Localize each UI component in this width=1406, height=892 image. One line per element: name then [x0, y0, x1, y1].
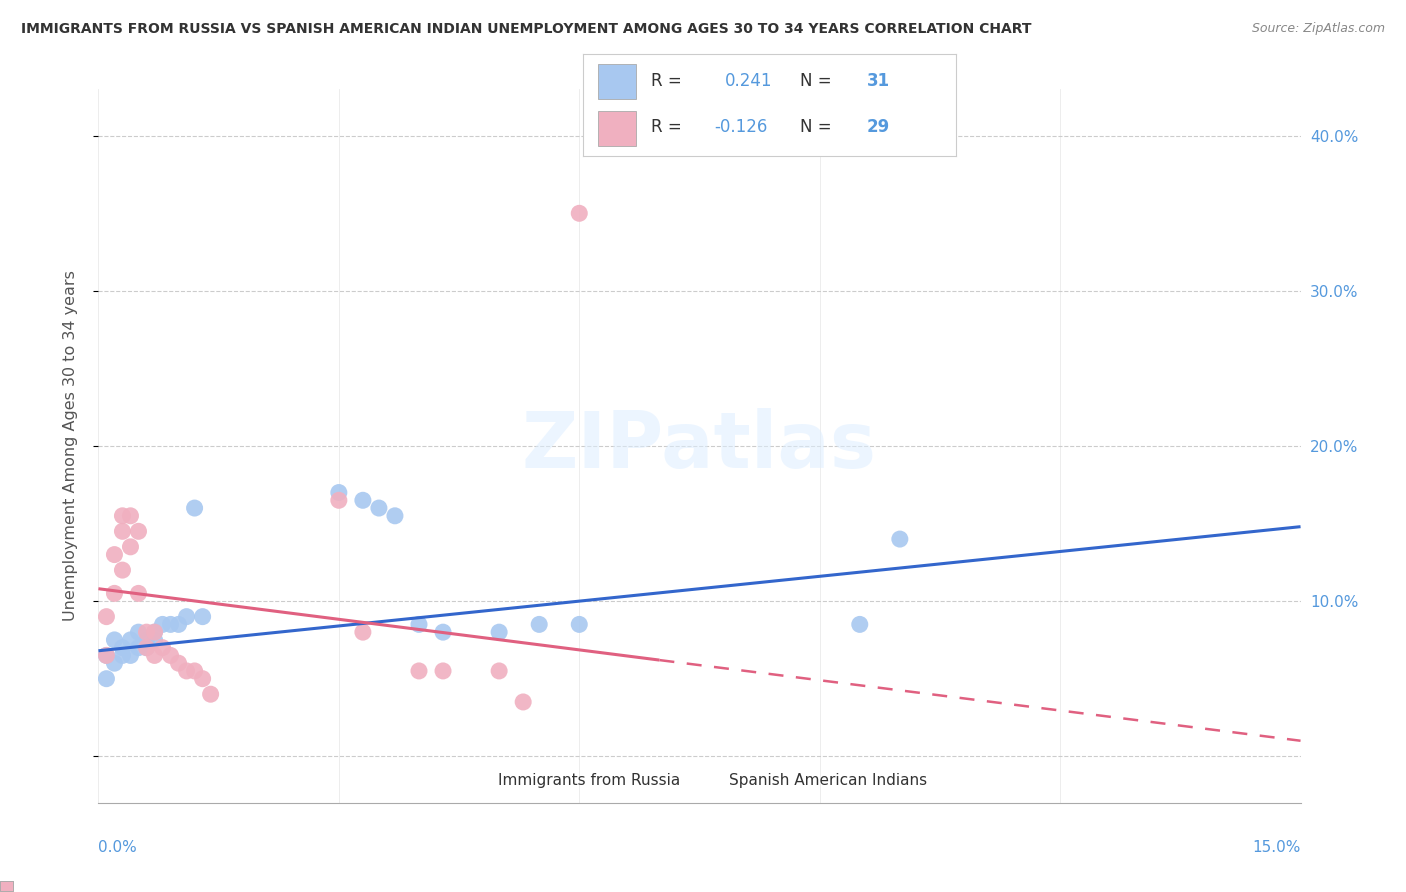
FancyBboxPatch shape: [599, 111, 636, 145]
Point: [568, 206, 591, 220]
Text: Source: ZipAtlas.com: Source: ZipAtlas.com: [1251, 22, 1385, 36]
Point: [167, 617, 190, 632]
Text: 15.0%: 15.0%: [1253, 840, 1301, 855]
Text: N =: N =: [800, 119, 837, 136]
Point: [103, 656, 125, 670]
Point: [128, 640, 150, 655]
Point: [352, 493, 374, 508]
Point: [849, 617, 872, 632]
Text: 31: 31: [866, 72, 890, 90]
Point: [143, 625, 166, 640]
Point: [120, 508, 142, 523]
Point: [128, 625, 150, 640]
Point: [111, 508, 134, 523]
Point: [159, 648, 181, 663]
Point: [96, 648, 118, 663]
Point: [432, 625, 454, 640]
Point: [143, 625, 166, 640]
Point: [408, 664, 430, 678]
Point: [200, 687, 222, 701]
Text: R =: R =: [651, 119, 686, 136]
Point: [128, 586, 150, 600]
Point: [183, 664, 205, 678]
Point: [111, 563, 134, 577]
Point: [176, 609, 198, 624]
Point: [120, 648, 142, 663]
Point: [111, 640, 134, 655]
Point: [488, 625, 510, 640]
Point: [111, 524, 134, 539]
Point: [103, 586, 125, 600]
Point: [488, 664, 510, 678]
Point: [103, 632, 125, 647]
Point: [512, 695, 534, 709]
Point: [529, 617, 551, 632]
Point: [159, 617, 181, 632]
Point: [96, 648, 118, 663]
Text: 0.0%: 0.0%: [98, 840, 138, 855]
Point: [152, 640, 174, 655]
Point: [128, 524, 150, 539]
FancyBboxPatch shape: [599, 64, 636, 99]
Point: [352, 625, 374, 640]
Point: [103, 548, 125, 562]
Point: [96, 609, 118, 624]
Point: [328, 485, 350, 500]
Point: [384, 508, 406, 523]
Point: [183, 501, 205, 516]
Text: -0.126: -0.126: [714, 119, 768, 136]
Point: [135, 632, 157, 647]
Point: [176, 664, 198, 678]
Point: [143, 632, 166, 647]
Point: [120, 632, 142, 647]
Point: [143, 648, 166, 663]
Text: N =: N =: [800, 72, 837, 90]
Point: [167, 656, 190, 670]
Text: R =: R =: [651, 72, 686, 90]
Point: [408, 617, 430, 632]
Point: [432, 664, 454, 678]
Text: IMMIGRANTS FROM RUSSIA VS SPANISH AMERICAN INDIAN UNEMPLOYMENT AMONG AGES 30 TO : IMMIGRANTS FROM RUSSIA VS SPANISH AMERIC…: [21, 22, 1032, 37]
Point: [96, 672, 118, 686]
Legend: Immigrants from Russia, Spanish American Indians: Immigrants from Russia, Spanish American…: [464, 764, 935, 795]
Point: [135, 625, 157, 640]
Point: [191, 609, 214, 624]
Point: [152, 617, 174, 632]
Text: ZIPatlas: ZIPatlas: [522, 408, 877, 484]
Point: [135, 640, 157, 655]
Point: [120, 540, 142, 554]
Point: [135, 640, 157, 655]
Text: 0.241: 0.241: [725, 72, 772, 90]
Point: [889, 532, 911, 546]
Point: [328, 493, 350, 508]
Y-axis label: Unemployment Among Ages 30 to 34 years: Unemployment Among Ages 30 to 34 years: [63, 270, 77, 622]
Point: [191, 672, 214, 686]
Point: [111, 648, 134, 663]
Point: [568, 617, 591, 632]
Text: 29: 29: [866, 119, 890, 136]
Point: [368, 501, 391, 516]
